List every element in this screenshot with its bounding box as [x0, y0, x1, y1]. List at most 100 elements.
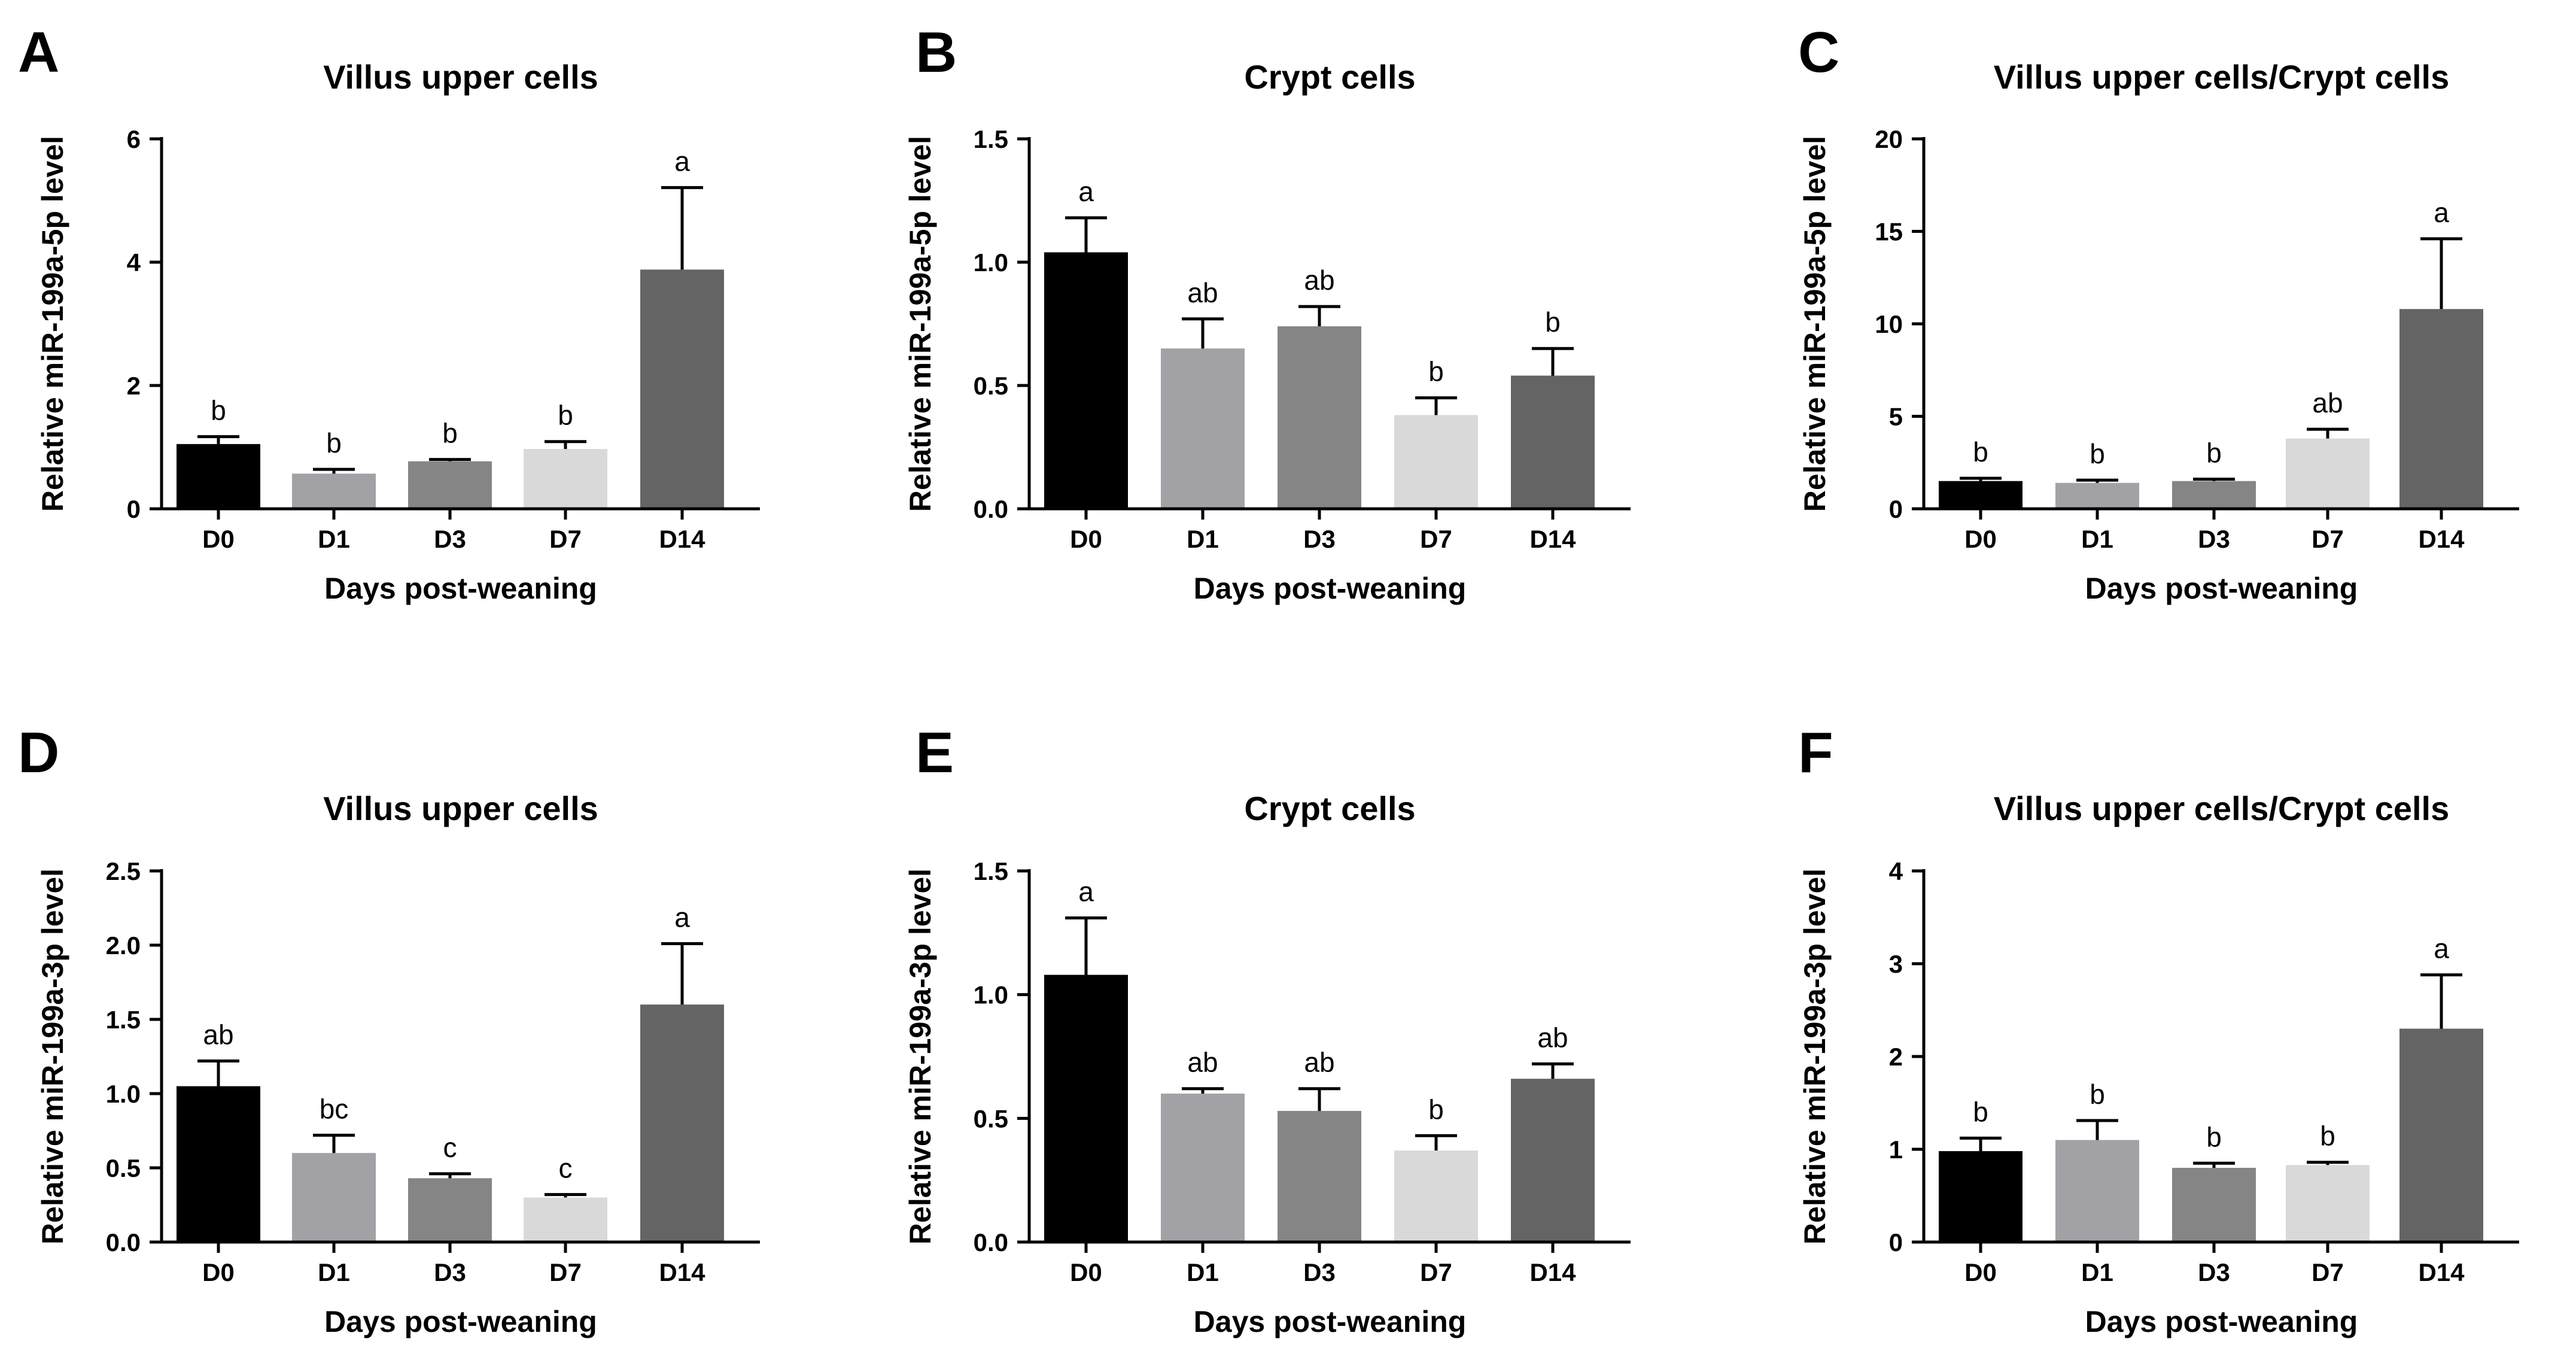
significance-label: c — [443, 1132, 457, 1163]
y-tick-label: 6 — [127, 125, 141, 153]
significance-label: a — [674, 902, 690, 933]
y-tick-label: 0 — [127, 495, 141, 523]
x-tick-label: D1 — [2081, 1258, 2113, 1286]
x-tick-label: D7 — [2312, 1258, 2344, 1286]
x-axis-label: Days post-weaning — [324, 572, 597, 605]
chart-title: Villus upper cells/Crypt cells — [1994, 58, 2450, 96]
x-tick-label: D7 — [1420, 1258, 1452, 1286]
chart-title: Crypt cells — [1244, 790, 1415, 827]
x-tick-label: D1 — [1187, 1258, 1219, 1286]
y-axis-label: Relative miR-199a-5p level — [36, 136, 69, 512]
significance-label: b — [211, 394, 226, 426]
y-axis-label: Relative miR-199a-3p level — [904, 869, 937, 1244]
y-tick-label: 0.0 — [974, 495, 1008, 523]
panel-letter: D — [18, 721, 59, 785]
y-tick-label: 20 — [1875, 125, 1903, 153]
chart-title: Villus upper cells/Crypt cells — [1994, 790, 2450, 827]
bar-d1 — [292, 1153, 376, 1242]
panel-letter: F — [1798, 721, 1833, 785]
significance-label: b — [2206, 1121, 2222, 1152]
bar-d7 — [1394, 415, 1478, 509]
y-tick-label: 0.5 — [974, 372, 1008, 400]
x-tick-label: D0 — [1070, 525, 1102, 553]
x-axis-label: Days post-weaning — [2085, 1305, 2358, 1338]
y-axis-label: Relative miR-199a-3p level — [1798, 869, 1832, 1244]
x-axis-label: Days post-weaning — [1194, 1305, 1467, 1338]
y-tick-label: 1.0 — [974, 981, 1008, 1009]
chart-panel-a: A Villus upper cells Relative miR-199a-5p … — [18, 20, 760, 605]
bar-d14 — [2399, 309, 2483, 509]
bar-d7 — [1394, 1150, 1478, 1242]
x-tick-label: D14 — [1529, 1258, 1576, 1286]
bar-d14 — [1511, 375, 1595, 509]
bar-d0 — [1939, 1151, 2023, 1242]
bar-d3 — [1278, 326, 1361, 509]
bar-d7 — [2286, 438, 2370, 509]
x-tick-label: D7 — [1420, 525, 1452, 553]
significance-label: a — [674, 145, 690, 177]
significance-label: ab — [1304, 1047, 1334, 1078]
y-tick-label: 4 — [127, 248, 141, 277]
x-tick-label: D3 — [434, 1258, 466, 1286]
y-tick-label: 3 — [1889, 950, 1903, 978]
significance-label: b — [442, 418, 458, 449]
x-tick-label: D3 — [1303, 525, 1336, 553]
bar-d3 — [1278, 1110, 1361, 1242]
bar-d7 — [2286, 1165, 2370, 1242]
significance-label: b — [326, 427, 342, 459]
y-axis-label: Relative miR-199a-5p level — [904, 136, 937, 512]
bar-d3 — [408, 1178, 492, 1242]
bar-d3 — [2172, 1168, 2256, 1242]
significance-label: c — [559, 1153, 573, 1184]
chart-title: Crypt cells — [1244, 58, 1415, 96]
x-tick-label: D0 — [1070, 1258, 1102, 1286]
y-tick-label: 5 — [1889, 403, 1903, 431]
y-axis-label: Relative miR-199a-3p level — [36, 869, 69, 1244]
bar-d7 — [524, 1197, 607, 1242]
significance-label: b — [1428, 356, 1444, 387]
bar-d0 — [1939, 481, 2023, 509]
y-tick-label: 0.0 — [106, 1228, 141, 1256]
y-tick-label: 1.5 — [106, 1006, 141, 1034]
panel-letter: A — [18, 20, 59, 84]
x-tick-label: D0 — [1964, 1258, 1997, 1286]
significance-label: a — [2434, 197, 2449, 228]
y-tick-label: 1.5 — [974, 125, 1008, 153]
x-axis-label: Days post-weaning — [324, 1305, 597, 1338]
x-tick-label: D1 — [2081, 525, 2113, 553]
x-tick-label: D3 — [2198, 525, 2230, 553]
x-tick-label: D0 — [202, 1258, 235, 1286]
x-tick-label: D7 — [549, 525, 582, 553]
x-tick-label: D1 — [1187, 525, 1219, 553]
significance-label: ab — [1304, 265, 1334, 296]
bar-d1 — [1161, 348, 1245, 509]
chart-panel-e: E Crypt cells Relative miR-199a-3p level a D… — [904, 721, 1631, 1338]
y-tick-label: 15 — [1875, 218, 1903, 246]
significance-label: b — [1973, 436, 1988, 467]
chart-title: Villus upper cells — [323, 58, 598, 96]
y-tick-label: 2.5 — [106, 857, 141, 885]
y-tick-label: 0.0 — [974, 1228, 1008, 1256]
y-tick-label: 2.0 — [106, 931, 141, 960]
significance-label: b — [1428, 1094, 1444, 1125]
bar-d3 — [408, 461, 492, 509]
bar-d1 — [2055, 482, 2139, 509]
significance-label: ab — [203, 1019, 233, 1050]
y-tick-label: 1 — [1889, 1136, 1903, 1164]
significance-label: bc — [320, 1093, 349, 1124]
significance-label: b — [2206, 438, 2222, 469]
x-tick-label: D14 — [659, 1258, 705, 1286]
y-tick-label: 0.5 — [974, 1104, 1008, 1133]
x-tick-label: D14 — [2418, 1258, 2465, 1286]
chart-panel-c: C Villus upper cells/Crypt cells Relative … — [1798, 20, 2519, 605]
bar-d14 — [640, 269, 724, 509]
chart-title: Villus upper cells — [323, 790, 598, 827]
significance-label: b — [1545, 306, 1561, 338]
significance-label: b — [2320, 1121, 2335, 1152]
bar-d0 — [1044, 974, 1128, 1242]
x-tick-label: D0 — [1964, 525, 1997, 553]
significance-label: b — [1973, 1096, 1988, 1127]
bar-d1 — [2055, 1140, 2139, 1242]
significance-label: ab — [1537, 1022, 1568, 1053]
y-tick-label: 10 — [1875, 310, 1903, 338]
